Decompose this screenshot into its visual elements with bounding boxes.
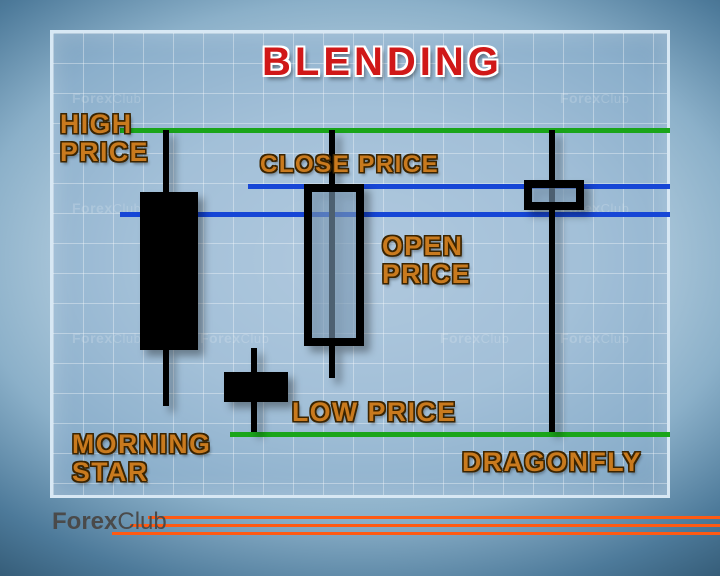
candle-3-body [304,184,364,346]
label-line: PRICE [60,137,149,167]
label-dragonfly: DRAGONFLY [462,448,642,476]
label-low-price: LOW PRICE [292,398,457,426]
label-high-price: HIGHPRICE [60,110,149,166]
label-open-price: OPENPRICE [382,232,471,288]
label-line: LOW PRICE [292,397,457,427]
label-close-price: CLOSE PRICE [260,152,439,177]
candle-dragonfly-wick [549,130,555,432]
label-line: CLOSE PRICE [260,151,439,178]
label-line: DRAGONFLY [462,447,642,477]
title-blending: BLENDING [262,40,503,85]
label-morning-star: MORNINGSTAR [72,430,211,486]
label-line: HIGH [60,109,133,139]
label-line: STAR [72,457,149,487]
footer-stripe-1 [148,516,720,519]
stage: ForexClubForexClubForexClubForexClubFore… [0,0,720,576]
label-line: MORNING [72,429,211,459]
footer-brand: ForexClub [52,508,167,536]
candle-2-body [224,372,288,402]
candles-layer [0,0,720,576]
candle-1-body [140,192,198,350]
candle-dragonfly-body [524,180,584,210]
footer-brand-club: Club [117,508,166,535]
footer-brand-forex: Forex [52,508,117,535]
footer-stripe-2 [130,524,720,527]
label-line: OPEN [382,231,464,261]
label-line: PRICE [382,259,471,289]
footer-stripe-3 [112,532,720,535]
